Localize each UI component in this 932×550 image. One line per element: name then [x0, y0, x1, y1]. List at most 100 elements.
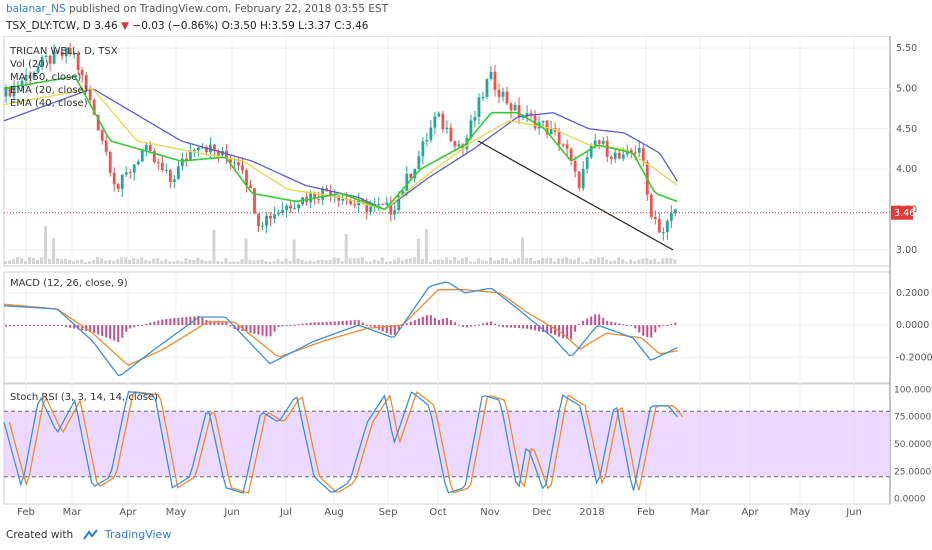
- macd-histogram-bar: [453, 322, 456, 326]
- volume-bar: [400, 260, 404, 264]
- macd-histogram-bar: [646, 325, 649, 337]
- candle-body: [24, 74, 28, 81]
- volume-bar: [124, 257, 128, 264]
- volume-bar: [136, 259, 140, 264]
- candle-body: [156, 162, 160, 164]
- volume-bar: [220, 261, 224, 264]
- x-axis-label: Aug: [324, 507, 344, 518]
- macd-histogram-bar: [666, 324, 669, 326]
- macd-histogram-bar: [277, 325, 280, 327]
- candle-body: [257, 213, 260, 227]
- candle-body: [329, 191, 333, 196]
- volume-bar: [557, 258, 561, 264]
- volume-bar: [376, 260, 380, 264]
- candle-body: [341, 198, 345, 201]
- macd-histogram-bar: [622, 324, 625, 326]
- author-link[interactable]: balanar_NS: [6, 3, 66, 15]
- volume-bar: [164, 259, 168, 264]
- macd-histogram-bar: [101, 325, 104, 336]
- y-axis-label: 4.50: [896, 124, 917, 135]
- macd-histogram-bar: [153, 321, 156, 326]
- candle-body: [172, 179, 176, 182]
- macd-histogram-bar: [409, 321, 412, 326]
- volume-bar: [268, 261, 272, 264]
- macd-histogram-bar: [173, 318, 176, 326]
- publish-line: balanar_NS published on TradingView.com,…: [6, 3, 388, 15]
- macd-histogram-bar: [421, 316, 424, 326]
- macd-histogram-bar: [181, 317, 184, 326]
- volume-bar: [408, 258, 412, 264]
- y-axis-label: 100.0000: [894, 385, 932, 395]
- macd-histogram-bar: [133, 325, 136, 328]
- macd-histogram-bar: [125, 325, 128, 332]
- macd-histogram-bar: [341, 320, 344, 326]
- x-axis-label: Mar: [691, 507, 711, 518]
- volume-bar: [204, 260, 208, 264]
- volume-bar: [308, 260, 312, 264]
- macd-histogram-bar: [141, 324, 144, 326]
- candle-body: [68, 47, 72, 54]
- macd-histogram-bar: [229, 325, 232, 327]
- candle-body: [152, 150, 156, 163]
- candle-body: [261, 225, 264, 227]
- candle-body: [593, 140, 597, 146]
- macd-legend: MACD (12, 26, close, 9): [10, 278, 128, 289]
- volume-bar: [88, 261, 92, 264]
- chart-header: balanar_NS published on TradingView.com,…: [0, 0, 932, 34]
- candle-body: [577, 171, 581, 189]
- volume-bar: [120, 257, 124, 264]
- volume-bar: [200, 259, 204, 264]
- macd-histogram-bar: [425, 315, 428, 326]
- macd-histogram-bar: [606, 320, 609, 326]
- macd-histogram-bar: [530, 325, 533, 330]
- candle-body: [112, 172, 116, 185]
- macd-histogram-bar: [321, 322, 324, 326]
- macd-histogram-bar: [562, 325, 565, 339]
- candle-body: [241, 165, 244, 171]
- macd-histogram-bar: [481, 323, 484, 326]
- candle-body: [80, 69, 84, 76]
- volume-bar: [288, 261, 292, 264]
- brand-name[interactable]: TradingView: [104, 528, 172, 541]
- macd-histogram-bar: [353, 320, 356, 326]
- macd-histogram-bar: [121, 325, 124, 338]
- candle-body: [549, 128, 553, 135]
- footer: Created with TradingView: [6, 528, 171, 541]
- candle-body: [88, 89, 92, 100]
- stoch-d-line: [8, 390, 684, 494]
- macd-histogram-bar: [373, 325, 376, 329]
- chart-canvas[interactable]: Feb Mar Apr May Jun Jul Aug Sep Oct Nov Dec 2018 Feb…: [0, 36, 932, 520]
- candle-body: [413, 168, 417, 179]
- macd-histogram-bar: [522, 325, 525, 329]
- x-axis-label: Jun: [845, 507, 862, 518]
- macd-histogram-bar: [465, 325, 468, 328]
- candle-body: [188, 150, 192, 161]
- volume-bar: [549, 257, 553, 264]
- candle-body: [453, 141, 457, 147]
- volume-bar: [16, 257, 20, 264]
- candle-body: [529, 113, 533, 116]
- volume-bar: [228, 261, 232, 264]
- volume-bar: [629, 259, 633, 264]
- volume-bar: [360, 257, 364, 264]
- candle-body: [517, 105, 521, 118]
- candle-body: [653, 216, 657, 220]
- macd-histogram-bar: [109, 325, 112, 340]
- volume-bar: [332, 257, 336, 264]
- candle-body: [4, 87, 8, 97]
- macd-histogram-bar: [37, 325, 40, 327]
- macd-histogram-bar: [594, 314, 597, 326]
- x-axis-label: Apr: [741, 507, 759, 518]
- candle-body: [209, 144, 212, 153]
- x-axis-label: Jun: [223, 507, 240, 518]
- y-axis-label: 0.0000: [894, 495, 926, 505]
- y-axis-label: 4.00: [896, 164, 917, 175]
- candle-body: [449, 127, 453, 142]
- volume-bar: [256, 260, 260, 264]
- candle-body: [557, 131, 561, 145]
- x-axis-label: May: [166, 507, 187, 518]
- volume-bar: [541, 258, 545, 264]
- macd-histogram-bar: [417, 318, 420, 326]
- volume-bar: [436, 259, 440, 264]
- candle-body: [505, 91, 509, 104]
